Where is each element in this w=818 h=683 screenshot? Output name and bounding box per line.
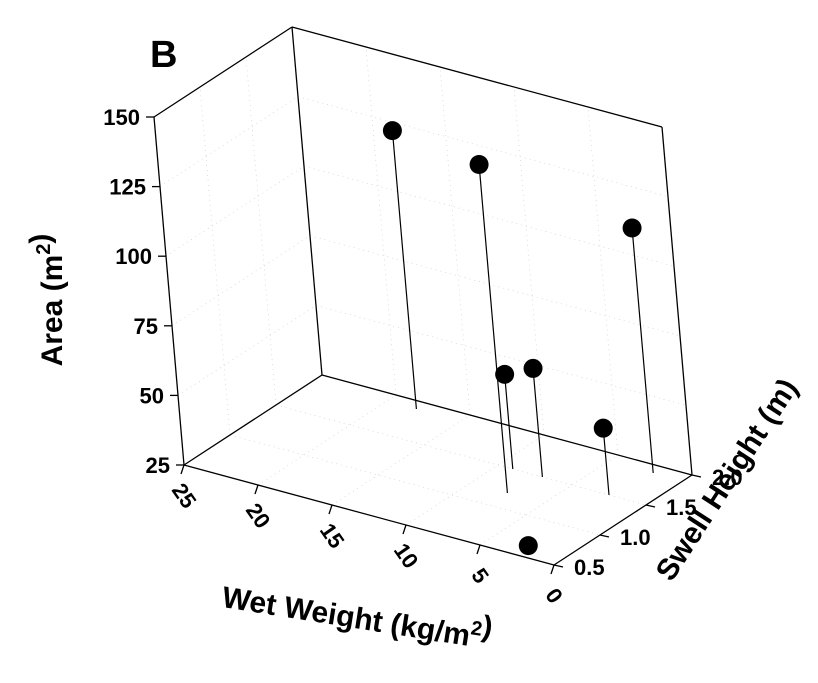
back-wall-grid-line bbox=[303, 165, 675, 267]
x-axis-title: Wet Weight (kg/m2) bbox=[220, 569, 495, 656]
back-wall-grid-line bbox=[365, 46, 397, 396]
x-tick-mark bbox=[328, 504, 333, 515]
x-tick-label: 20 bbox=[241, 499, 276, 533]
data-point-1 bbox=[382, 121, 402, 141]
data-point-2 bbox=[469, 154, 489, 174]
y-tick-mark bbox=[645, 504, 656, 508]
left-wall-grid-line bbox=[177, 305, 317, 396]
axis-box-edge bbox=[153, 26, 293, 118]
x-tick-label: 0 bbox=[540, 584, 568, 608]
y-tick-mark bbox=[691, 474, 702, 478]
x-tick-label: 5 bbox=[466, 564, 494, 588]
axis-box-edge bbox=[553, 474, 693, 566]
data-point-5 bbox=[495, 364, 515, 384]
back-wall-grid-line bbox=[315, 305, 687, 406]
floor-grid-line bbox=[229, 434, 601, 536]
y-axis-title: Swell Height (m) bbox=[650, 373, 805, 587]
axis-box-edge bbox=[291, 26, 663, 128]
left-wall-grid-line bbox=[199, 86, 231, 436]
back-wall-grid-line bbox=[439, 66, 471, 416]
drop-line-3 bbox=[631, 227, 654, 474]
axes-box bbox=[146, 26, 702, 575]
x-tick-mark bbox=[476, 544, 481, 555]
z-axis-title: Area (m2) bbox=[24, 234, 69, 367]
x-tick-mark bbox=[550, 564, 555, 575]
y-tick-label: 1.5 bbox=[666, 495, 697, 520]
z-tick-label: 25 bbox=[146, 453, 170, 478]
axis-box-edge bbox=[153, 116, 185, 466]
data-point-3 bbox=[622, 218, 642, 238]
y-tick-label: 0.5 bbox=[574, 555, 605, 580]
panel-label: B bbox=[150, 34, 177, 76]
left-wall-grid-line bbox=[245, 56, 277, 406]
drop-line-2 bbox=[478, 164, 508, 494]
floor-grid-line bbox=[405, 434, 545, 526]
x-tick-mark bbox=[402, 524, 407, 535]
data-point-6 bbox=[593, 418, 613, 438]
x-tick-label: 25 bbox=[167, 479, 202, 513]
data-points bbox=[382, 121, 642, 556]
floor-grid-line bbox=[257, 394, 397, 486]
drop-line-6 bbox=[602, 428, 610, 496]
z-tick-label: 100 bbox=[115, 244, 152, 269]
floor-grid-line bbox=[479, 454, 619, 546]
back-wall-grid-line bbox=[309, 235, 681, 337]
floor-grid-line bbox=[331, 414, 471, 506]
z-tick-label: 50 bbox=[140, 383, 164, 408]
y-tick-label: 1.0 bbox=[620, 525, 651, 550]
axis-box-edge bbox=[183, 464, 555, 566]
left-wall-grid-line bbox=[171, 235, 311, 327]
back-wall-grid-line bbox=[513, 86, 545, 436]
drop-line-4 bbox=[532, 368, 543, 478]
x-tick-label: 15 bbox=[315, 519, 350, 553]
drop-line-5 bbox=[504, 374, 514, 470]
data-point-4 bbox=[523, 358, 543, 378]
y-tick-mark bbox=[599, 534, 610, 538]
y-tick-label: 2.0 bbox=[712, 465, 743, 490]
back-wall-grid-line bbox=[297, 96, 669, 197]
axis-box-edge bbox=[291, 26, 323, 376]
axis-box-edge bbox=[661, 126, 693, 476]
axis-box-edge bbox=[183, 374, 323, 466]
floor-grid-line bbox=[275, 404, 647, 506]
x-tick-mark bbox=[254, 484, 259, 495]
z-tick-label: 150 bbox=[103, 105, 140, 130]
left-wall-grid-line bbox=[159, 96, 299, 187]
x-tick-label: 10 bbox=[389, 539, 424, 573]
y-tick-mark bbox=[553, 564, 564, 568]
z-tick-label: 125 bbox=[109, 175, 146, 200]
back-wall-grid-line bbox=[587, 106, 619, 456]
drop-lines bbox=[391, 130, 654, 555]
axis-box-edge bbox=[321, 374, 693, 476]
x-tick-mark bbox=[180, 464, 185, 475]
left-wall-grid-line bbox=[165, 165, 305, 257]
data-point-7 bbox=[518, 536, 538, 556]
drop-line-1 bbox=[391, 130, 417, 410]
grid-layer bbox=[153, 26, 693, 566]
z-tick-label: 75 bbox=[134, 314, 158, 339]
